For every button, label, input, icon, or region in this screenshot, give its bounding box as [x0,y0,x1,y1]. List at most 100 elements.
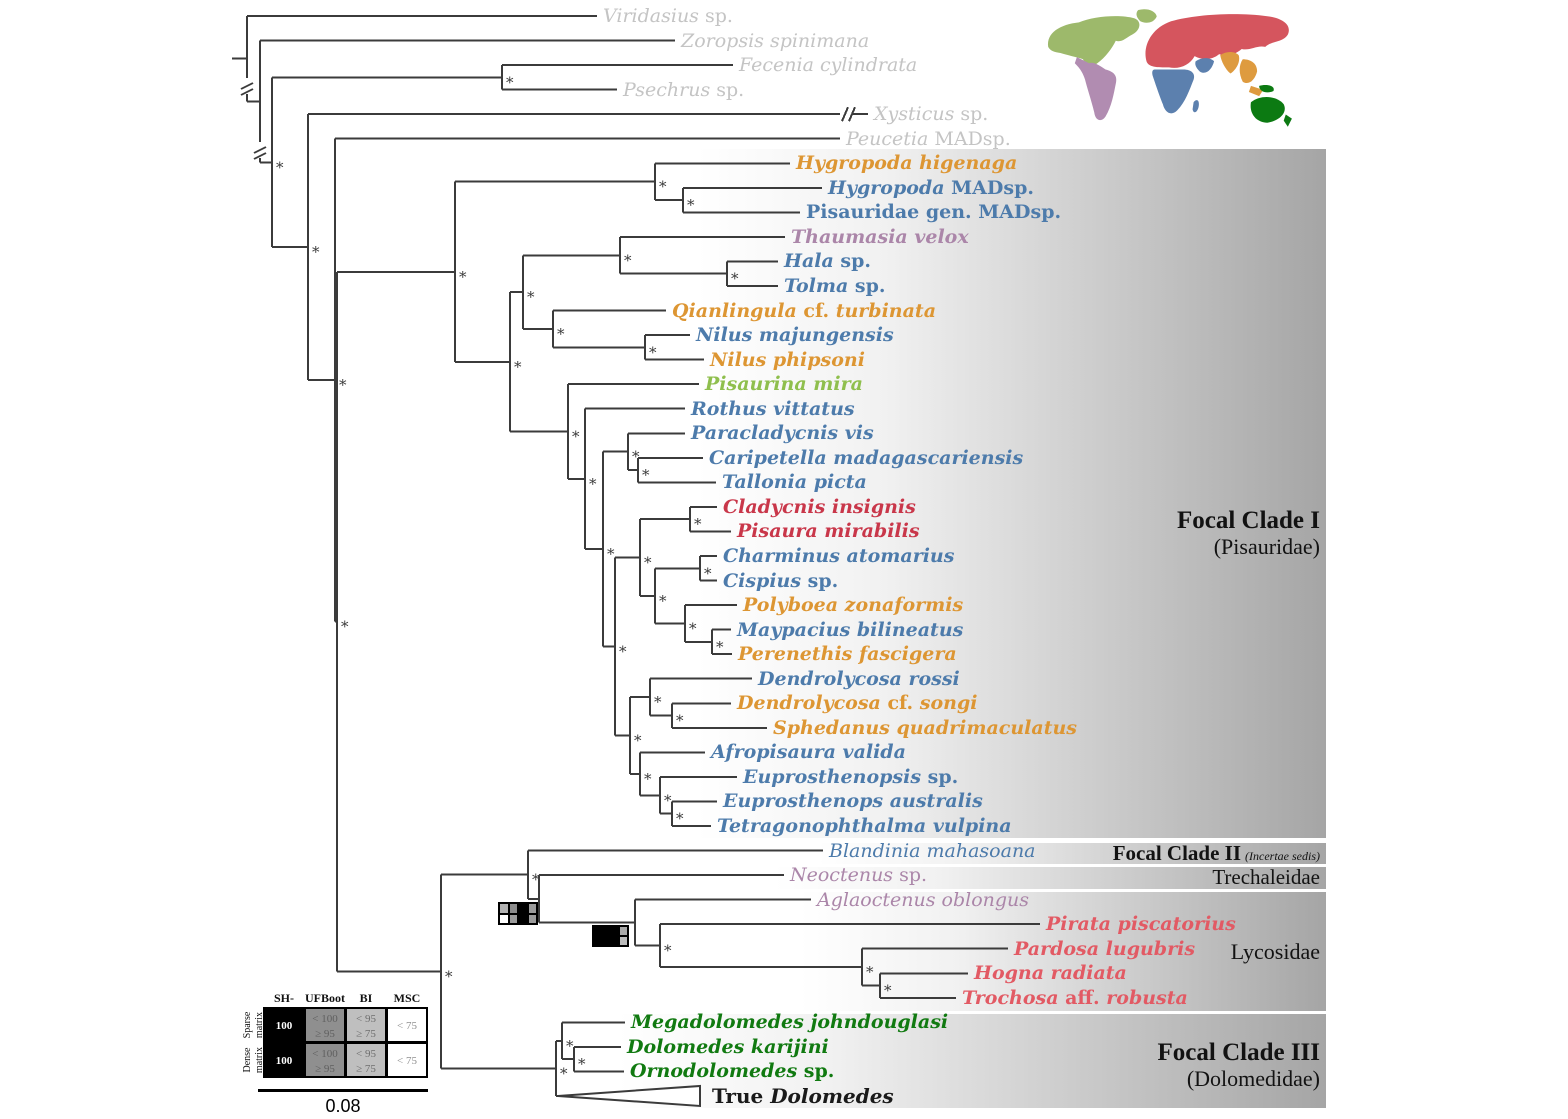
support-matrix-cell [509,904,517,913]
taxon-label: Trochosa aff. robusta [962,986,1188,1009]
clade-title: Focal Clade I [1176,507,1320,534]
support-matrix-cell [602,927,610,935]
node-support-asterisk: * [642,466,650,484]
taxon-label: Euprosthenopsis sp. [743,765,959,788]
legend-row-label: Sparse matrix [242,1011,265,1039]
taxon-label: Nilus majungensis [696,324,894,347]
taxon-label: Pisauridae gen. MADsp. [806,201,1062,224]
taxon-label: Pardosa lugubris [1014,937,1196,960]
taxon-label: Nilus phipsoni [710,348,865,371]
clade-label-focal-1: Focal Clade I (Pisauridae) [1040,508,1320,560]
clade-box-focal-3 [618,1014,1326,1108]
node-support-asterisk: * [731,270,739,288]
node-support-asterisk: * [339,376,347,394]
taxon-label: Blandinia mahasoana [829,839,1036,862]
node-support-asterisk: * [644,554,652,572]
node-support-asterisk: * [649,343,657,361]
node-support-asterisk: * [532,871,540,889]
legend-column-header: MSC [393,991,421,1005]
taxon-label: Tallonia picta [722,471,867,494]
clade-label-lycosidae: Lycosidae [1000,940,1320,964]
support-matrix-cell [611,937,619,945]
taxon-label: Maypacius bilineatus [737,618,964,641]
node-support-asterisk: * [659,178,667,196]
node-support-asterisk: * [694,515,702,533]
clade-title: Focal Clade II [1112,841,1242,865]
clade-label-focal-2: Focal Clade II (Incertae sedis) [1000,842,1320,867]
node-support-asterisk: * [276,158,284,176]
taxon-label: Thaumasia velox [791,225,969,248]
map-region-indonesia [1248,85,1264,97]
taxon-label: Perenethis fascigera [738,643,957,666]
taxon-label: Hygropoda MADsp. [828,176,1034,199]
clade-title: Focal Clade III [1157,1039,1321,1066]
clade-box-lycosidae [800,892,1326,1011]
taxon-label: True Dolomedes [712,1083,894,1108]
node-support-matrix [592,925,629,947]
taxon-label: Cispius sp. [723,569,839,592]
legend-cell: 100 [263,1007,305,1043]
node-support-asterisk: * [578,1055,586,1073]
taxon-label: Charminus atomarius [723,544,955,567]
taxon-label: Peucetia MADsp. [846,127,1011,150]
clade-label-trechaleidae: Trechaleidae [1000,866,1320,889]
support-matrix-cell [519,904,527,913]
taxon-label: Paracladycnis vis [691,422,874,445]
taxon-label: Euprosthenops australis [723,790,983,813]
node-support-asterisk: * [566,1037,574,1055]
node-support-asterisk: * [624,251,632,269]
taxon-label: Pisaurina mira [705,373,863,396]
node-support-asterisk: * [572,428,580,446]
taxon-label: Afropisaura valida [711,741,906,764]
map-region-palearctic [1145,14,1289,68]
node-support-asterisk: * [607,545,615,563]
node-support-asterisk: * [704,564,712,582]
support-matrix-cell [620,927,627,935]
world-map [1047,9,1292,127]
support-matrix-cell [500,904,508,913]
support-matrix-cell [594,927,601,935]
support-matrix-cell [611,927,619,935]
scale-bar-label: 0.08 [325,1096,361,1116]
map-region-southeast-asia [1239,59,1258,84]
taxon-label: Zoropsis spinimana [681,29,870,52]
taxon-label: Hala sp. [784,250,872,273]
taxon-label: Pirata piscatorius [1046,913,1236,936]
legend-cell: < 95 ≥ 75 [345,1007,387,1043]
support-matrix-cell [602,937,610,945]
node-support-matrix [498,902,538,925]
legend-cell: < 75 [386,1042,428,1078]
taxon-label: Pisaura mirabilis [737,520,920,543]
taxon-label: Polyboea zonaformis [743,594,964,617]
legend-cell: < 100 ≥ 95 [304,1042,346,1078]
node-support-asterisk: * [866,963,874,981]
taxon-label: Viridasius sp. [603,5,733,27]
taxon-label: Qianlingula cf. turbinata [672,299,937,322]
clade-title: Trechaleidae [1212,865,1320,889]
taxon-label: Aglaoctenus oblongus [817,888,1030,911]
node-support-asterisk: * [619,642,627,660]
collapsed-clade-triangle [557,1084,701,1108]
taxon-label: Hygropoda higenaga [796,152,1018,175]
taxon-label: Dolomedes karijini [627,1035,829,1058]
map-region-greenland [1136,9,1157,23]
support-matrix-cell [509,914,517,923]
node-support-asterisk: * [312,243,320,261]
node-support-asterisk: * [676,810,684,828]
taxon-label: Ornodolomedes sp. [630,1060,835,1083]
clade-subtitle: (Dolomedidae) [1186,1066,1320,1091]
node-support-asterisk: * [506,73,514,91]
map-region-north-america [1047,16,1140,66]
clade-box-trechaleidae [775,867,1326,889]
map-region-madagascar [1192,100,1199,113]
map-region-africa [1152,69,1195,114]
legend-column-header: BI [359,991,373,1005]
taxon-label: Xysticus sp. [874,103,989,126]
taxon-label: Rothus vittatus [691,397,855,420]
node-support-asterisk: * [459,268,467,286]
map-region-australia [1250,96,1285,123]
taxon-label: Psechrus sp. [623,78,745,101]
node-support-asterisk: * [341,618,349,636]
map-region-new-guinea [1259,85,1274,93]
